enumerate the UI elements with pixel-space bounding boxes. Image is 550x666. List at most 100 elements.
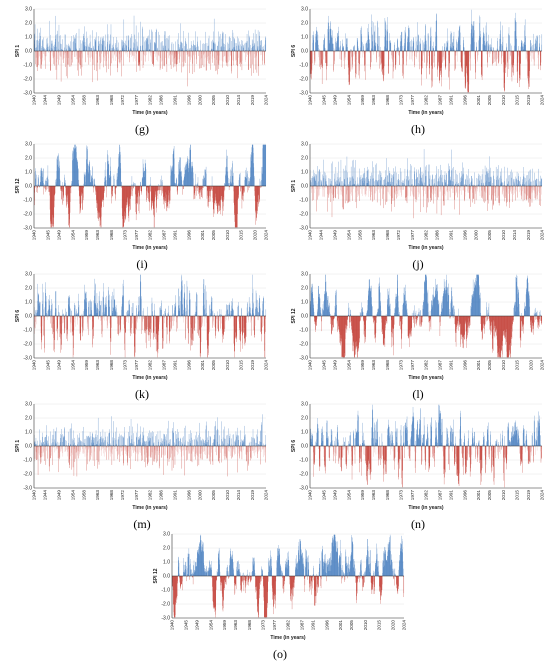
x-tick-label: 1982 [148,230,153,241]
y-tick-label: 3.0 [25,7,32,13]
x-tick-label: 1996 [186,230,191,241]
y-tick-label: -3.0 [23,91,32,97]
y-axis-title: SPI 1 [291,180,297,192]
x-tick-label: 1949 [56,95,61,106]
x-tick-label: 1959 [360,95,365,106]
y-tick-label: 3.0 [25,272,32,278]
y-tick-label: 2.0 [301,21,308,27]
y-tick-label: -3.0 [23,356,32,362]
x-tick-label: 1996 [186,95,191,106]
y-tick-label: 0.0 [25,49,32,55]
x-tick-label: 1986 [159,95,164,106]
x-tick-label: 1991 [172,230,177,241]
x-tick-label: 1973 [123,230,128,241]
x-tick-label: 2010 [501,95,506,106]
x-tick-label: 1982 [148,95,153,106]
y-tick-label: 3.0 [25,142,32,148]
y-axis-title: SPI 1 [15,45,21,57]
x-tick-label: 1968 [109,230,114,241]
y-tick-label: 0.0 [301,49,308,55]
x-tick-label: 1958 [357,230,362,241]
x-tick-label: 1968 [385,95,390,106]
panel-caption-g: (g) [135,122,149,136]
y-tick-label: 2.0 [25,286,32,292]
x-tick-label: 1954 [70,230,75,241]
x-tick-label: 1972 [396,230,401,241]
y-tick-label: 1.0 [25,170,32,176]
x-tick-label: 1949 [332,230,337,241]
x-tick-label: 1944 [319,230,324,241]
y-tick-label: -2.0 [23,342,32,348]
x-tick-label: 2014 [512,230,517,241]
y-tick-label: -1.0 [299,63,308,69]
y-tick-label: 1.0 [25,35,32,41]
y-tick-label: -3.0 [23,226,32,232]
x-tick-label: 1991 [172,95,177,106]
x-tick-label: 1963 [371,230,376,241]
y-tick-label: -1.0 [23,198,32,204]
x-tick-label: 1963 [95,230,100,241]
x-tick-label: 2001 [200,230,205,241]
y-tick-label: -3.0 [299,226,308,232]
x-tick-label: 2005 [211,230,216,241]
x-axis-title: Time (in years) [408,245,444,251]
x-tick-label: 2000 [197,95,202,106]
panel-caption-h: (h) [411,122,425,136]
x-tick-label: 2005 [211,95,216,106]
x-tick-label: 1996 [462,95,467,106]
x-tick-label: 2014 [236,95,241,106]
x-tick-label: 1954 [70,95,75,106]
x-tick-label: 2010 [501,230,506,241]
y-tick-label: -2.0 [299,212,308,218]
x-tick-label: 2024 [540,95,545,106]
x-tick-label: 2020 [253,230,258,241]
y-tick-label: 3.0 [301,7,308,13]
x-tick-label: 1977 [134,95,139,106]
x-axis-title: Time (in years) [408,110,444,116]
x-tick-label: 2010 [225,95,230,106]
y-tick-label: -2.0 [23,212,32,218]
x-tick-label: 1982 [424,230,429,241]
y-axis-title: SPI 12 [15,178,21,193]
y-tick-label: 0.0 [25,314,32,320]
x-tick-label: 2015 [515,95,520,106]
x-tick-label: 1945 [321,95,326,106]
x-tick-label: 1963 [371,95,376,106]
y-tick-label: -1.0 [299,198,308,204]
x-tick-label: 1977 [410,95,415,106]
x-tick-label: 1968 [385,230,390,241]
y-axis-title: SPI 6 [291,45,297,57]
panel-caption-i: (i) [136,257,148,271]
y-tick-label: -3.0 [299,91,308,97]
x-tick-label: 1940 [308,95,313,106]
x-tick-label: 2005 [487,230,492,241]
x-tick-label: 1949 [56,230,61,241]
bar-series [34,274,267,358]
chart-panel-k: 3.0 2.0 1.0 0.0 -1.0 -2.0 -3.0 1940 1945 1949 1954… [12,270,272,401]
x-tick-label: 1945 [45,230,50,241]
x-tick-label: 1940 [32,95,37,106]
y-tick-label: 2.0 [301,156,308,162]
chart-panel-h: 3.0 2.0 1.0 0.0 -1.0 -2.0 -3.0 1940 1945 1949 1954… [288,5,548,136]
x-tick-label: 1986 [435,230,440,241]
x-tick-label: 2024 [264,95,269,106]
y-tick-label: 0.0 [301,184,308,190]
x-tick-label: 2010 [225,230,230,241]
bar-series [310,149,543,219]
x-tick-label: 1972 [120,95,125,106]
x-tick-label: 2015 [239,230,244,241]
y-tick-label: -1.0 [23,328,32,334]
x-tick-label: 1991 [448,95,453,106]
y-tick-label: 1.0 [301,170,308,176]
y-tick-label: 2.0 [25,21,32,27]
y-tick-label: 0.0 [25,184,32,190]
y-tick-label: -1.0 [23,63,32,69]
x-axis-title: Time (in years) [132,245,168,251]
y-tick-label: 2.0 [25,156,32,162]
x-tick-label: 1996 [462,230,467,241]
x-tick-label: 1991 [448,230,453,241]
